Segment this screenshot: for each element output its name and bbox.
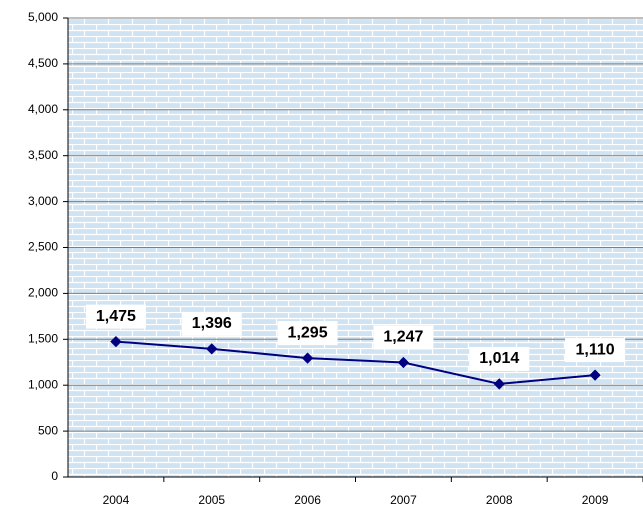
x-tick-label: 2006 bbox=[294, 493, 321, 507]
y-tick-label: 2,000 bbox=[28, 286, 58, 300]
y-tick-label: 2,500 bbox=[28, 240, 58, 254]
point-marker bbox=[589, 369, 601, 381]
point-marker bbox=[493, 378, 505, 390]
point-marker bbox=[206, 343, 218, 355]
value-label: 1,475 bbox=[96, 308, 136, 325]
label-box bbox=[277, 321, 338, 346]
y-tick-label: 500 bbox=[38, 423, 58, 437]
x-tick-label: 2004 bbox=[103, 493, 130, 507]
value-label: 1,396 bbox=[192, 315, 232, 332]
x-tick-label: 2005 bbox=[198, 493, 225, 507]
x-tick-label: 2009 bbox=[582, 493, 609, 507]
label-box bbox=[373, 325, 434, 350]
y-tick-label: 1,500 bbox=[28, 331, 58, 345]
label-box bbox=[85, 304, 146, 329]
label-box bbox=[565, 338, 626, 363]
point-marker bbox=[301, 352, 314, 364]
value-label: 1,014 bbox=[479, 350, 519, 367]
y-tick-label: 1,000 bbox=[28, 377, 58, 391]
x-tick-label: 2007 bbox=[390, 493, 417, 507]
value-label: 1,247 bbox=[383, 329, 423, 346]
y-tick-label: 5,000 bbox=[28, 10, 58, 24]
y-tick-label: 3,500 bbox=[28, 148, 58, 162]
series-line bbox=[115, 340, 596, 385]
y-tick-label: 3,000 bbox=[28, 194, 58, 208]
label-box bbox=[469, 346, 530, 371]
label-box bbox=[181, 311, 242, 336]
y-tick-label: 4,000 bbox=[28, 102, 58, 116]
y-tick-label: 0 bbox=[51, 469, 58, 483]
value-label: 1,295 bbox=[288, 324, 328, 341]
x-tick-label: 2008 bbox=[486, 493, 513, 507]
point-marker bbox=[397, 356, 410, 369]
value-label: 1,110 bbox=[576, 341, 615, 358]
y-tick-label: 4,500 bbox=[28, 56, 58, 70]
